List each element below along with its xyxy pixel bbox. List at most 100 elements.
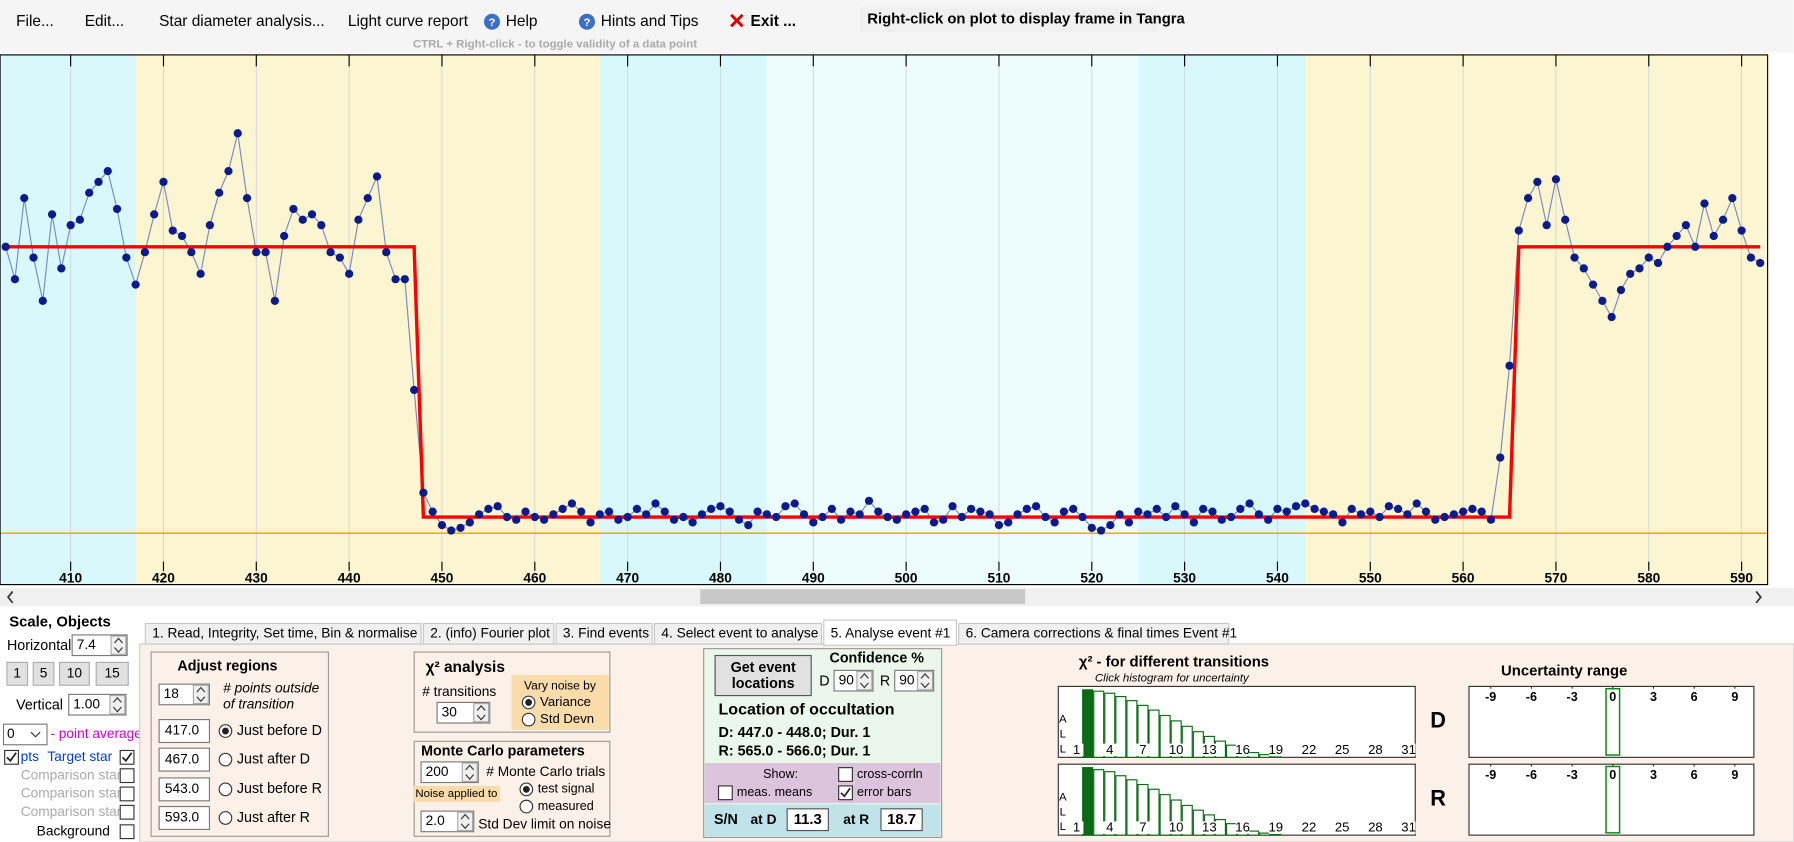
data-point[interactable] [1486,515,1496,524]
data-point[interactable] [1756,258,1765,268]
data-point[interactable] [1273,504,1282,514]
data-point[interactable] [177,231,187,241]
data-point[interactable] [892,515,901,524]
data-point[interactable] [604,507,614,516]
conf-r-input[interactable]: 90 [899,672,915,687]
data-point[interactable] [623,512,632,522]
data-point[interactable] [586,518,595,527]
region-input-box[interactable] [158,747,211,772]
data-point[interactable] [1171,502,1180,511]
data-point[interactable] [614,515,623,524]
data-point[interactable] [233,129,242,138]
data-point[interactable] [1291,502,1301,511]
data-point[interactable] [734,515,744,524]
data-point[interactable] [1236,504,1245,514]
data-point[interactable] [1412,499,1421,508]
radio[interactable] [521,712,536,727]
tab-label[interactable]: 4. Select event to analyse [661,625,818,640]
data-point[interactable] [1728,194,1737,203]
data-point[interactable] [150,210,159,219]
data-point[interactable] [1607,312,1616,322]
average-dropdown[interactable] [2,723,48,746]
data-point[interactable] [196,269,205,278]
data-point[interactable] [29,253,38,262]
histogram-bar[interactable] [1159,714,1171,758]
data-point[interactable] [1616,285,1626,295]
checkbox[interactable] [838,785,853,801]
data-point[interactable] [1598,296,1607,305]
data-point[interactable] [688,518,697,527]
button-label[interactable]: locations [732,676,795,692]
tab-label[interactable]: 2. (info) Fourier plot [430,625,550,640]
tab[interactable] [144,622,422,645]
data-point[interactable] [1626,269,1635,278]
transitions-input[interactable]: 30 [442,704,458,719]
data-point[interactable] [270,296,279,305]
data-point[interactable] [920,504,929,514]
data-point[interactable] [1124,518,1134,527]
data-point[interactable] [642,510,651,519]
data-point[interactable] [1384,502,1393,511]
data-point[interactable] [1514,226,1523,235]
data-point[interactable] [1022,504,1031,514]
data-point[interactable] [864,496,874,505]
spinner[interactable] [457,811,474,832]
menu-item[interactable]: Hints and Tips [601,13,699,30]
data-point[interactable] [539,515,549,524]
limit-input[interactable]: 2.0 [426,813,445,828]
data-point[interactable] [1152,504,1161,514]
data-point[interactable] [707,504,716,514]
data-point[interactable] [1338,518,1347,527]
data-point[interactable] [957,512,966,522]
data-point[interactable] [558,504,567,514]
histogram-bar[interactable] [1093,690,1105,758]
data-point[interactable] [252,248,261,257]
radio[interactable] [519,799,534,814]
data-point[interactable] [1533,177,1542,187]
data-point[interactable] [1041,512,1050,522]
points-input[interactable]: 18 [164,686,180,701]
data-point[interactable] [159,177,168,187]
scale-button-label[interactable]: 10 [67,665,83,680]
histogram-bar[interactable] [1148,788,1160,836]
tab-label[interactable]: 3. Find events [563,625,649,640]
button-label[interactable]: Get event [731,660,796,676]
data-point[interactable] [1403,510,1412,519]
region-input-box[interactable] [158,777,211,802]
histogram-bar[interactable] [1104,771,1116,836]
data-point[interactable] [1356,510,1366,519]
data-point[interactable] [1199,504,1208,514]
data-point[interactable] [298,215,307,224]
data-point[interactable] [289,204,298,214]
data-point[interactable] [456,523,465,532]
data-point[interactable] [437,521,447,530]
data-point[interactable] [1106,521,1115,530]
conf-d-input[interactable]: 90 [839,672,855,687]
data-point[interactable] [447,526,456,535]
data-point[interactable] [1254,510,1264,519]
data-point[interactable] [1458,507,1468,516]
region-value[interactable]: 543.0 [165,781,200,796]
data-point[interactable] [85,188,94,197]
scale-button-label[interactable]: 1 [13,665,21,680]
histogram-bar[interactable] [1270,833,1282,836]
data-point[interactable] [837,515,846,524]
data-point[interactable] [1161,512,1171,522]
tab[interactable] [823,619,958,646]
histogram-bar[interactable] [1126,779,1138,836]
data-point[interactable] [725,507,734,516]
menu-item[interactable]: Star diameter analysis... [159,13,325,30]
scroll-thumb[interactable] [700,589,1026,605]
data-point[interactable] [1208,507,1217,516]
data-point[interactable] [10,275,20,284]
scale-button[interactable] [6,661,29,686]
data-point[interactable] [363,194,372,203]
data-point[interactable] [846,507,855,516]
region-value[interactable]: 417.0 [165,723,200,738]
checkbox[interactable] [717,785,733,801]
data-point[interactable] [1004,518,1013,527]
data-point[interactable] [140,248,150,257]
histogram-bar[interactable] [1115,696,1127,758]
data-point[interactable] [419,488,428,497]
tab[interactable] [555,622,653,645]
